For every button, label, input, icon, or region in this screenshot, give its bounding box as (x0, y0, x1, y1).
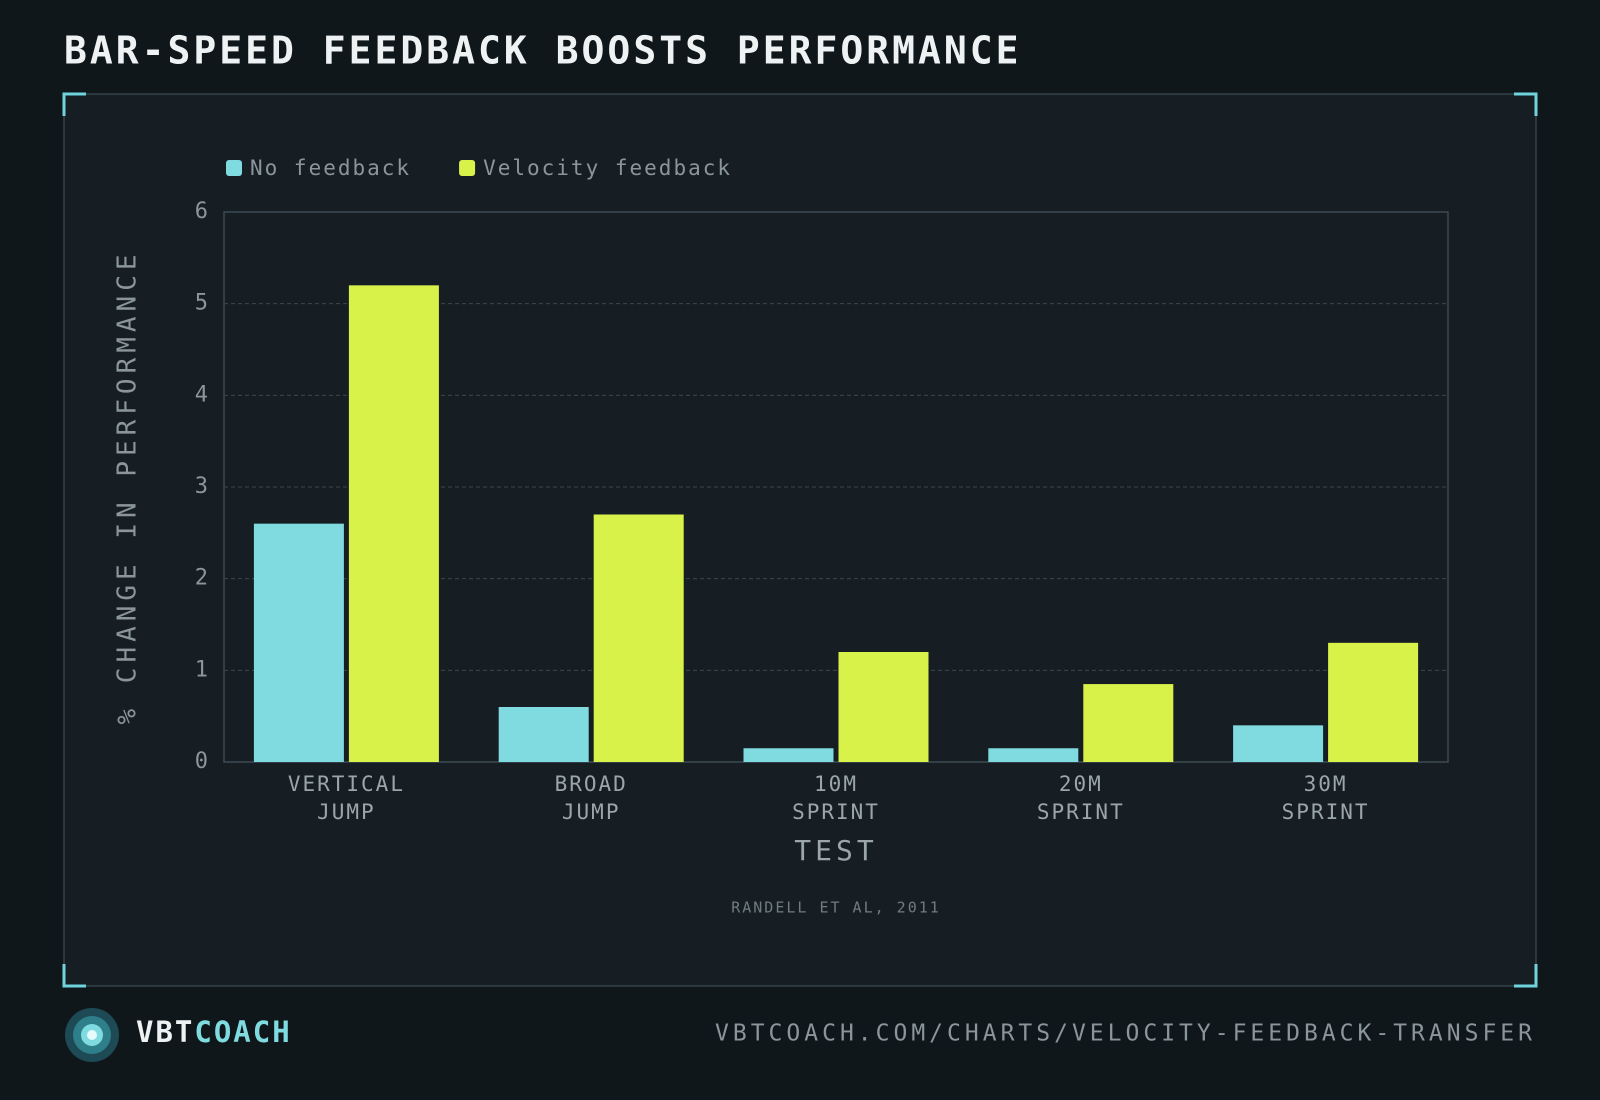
bar (498, 707, 589, 762)
bar (348, 285, 439, 762)
chart-title: BAR-SPEED FEEDBACK BOOSTS PERFORMANCE (64, 29, 1021, 73)
logo (65, 1008, 119, 1062)
bar (1083, 684, 1174, 762)
url: VBTCOACH.COM/CHARTS/VELOCITY-FEEDBACK-TR… (715, 1021, 1536, 1047)
y-axis-label: % CHANGE IN PERFORMANCE (113, 249, 143, 724)
legend-swatch (226, 160, 242, 176)
y-tick-label: 3 (195, 474, 208, 499)
y-tick-label: 6 (195, 199, 208, 224)
y-tick-label: 0 (195, 749, 208, 774)
y-tick-label: 5 (195, 291, 208, 316)
legend-label: No feedback (250, 156, 411, 180)
bar (988, 748, 1079, 762)
y-tick-label: 2 (195, 566, 208, 591)
bar (253, 523, 344, 762)
source: RANDELL ET AL, 2011 (731, 899, 941, 917)
brand-b: COACH (194, 1015, 291, 1049)
x-tick-label: 30M SPRINT (1281, 772, 1370, 824)
bar (593, 514, 684, 762)
bar (743, 748, 834, 762)
x-tick-label: BROAD JUMP (554, 772, 628, 824)
x-tick-label: VERTICAL JUMP (287, 772, 405, 824)
y-tick-label: 4 (195, 382, 208, 407)
brand: VBTCOACH (136, 1015, 292, 1049)
corners (62, 92, 1538, 988)
brand-a: VBT (136, 1015, 194, 1049)
bar (1233, 725, 1324, 762)
bar (838, 652, 929, 762)
bar (1328, 642, 1419, 762)
plot-frame (223, 211, 1449, 763)
x-tick-label: 10M SPRINT (792, 772, 880, 824)
x-axis-label: TEST (794, 834, 877, 867)
y-tick-label: 1 (195, 657, 208, 682)
x-tick-label: 20M SPRINT (1036, 772, 1125, 824)
legend-swatch (459, 160, 476, 176)
legend-label: Velocity feedback (483, 156, 732, 180)
